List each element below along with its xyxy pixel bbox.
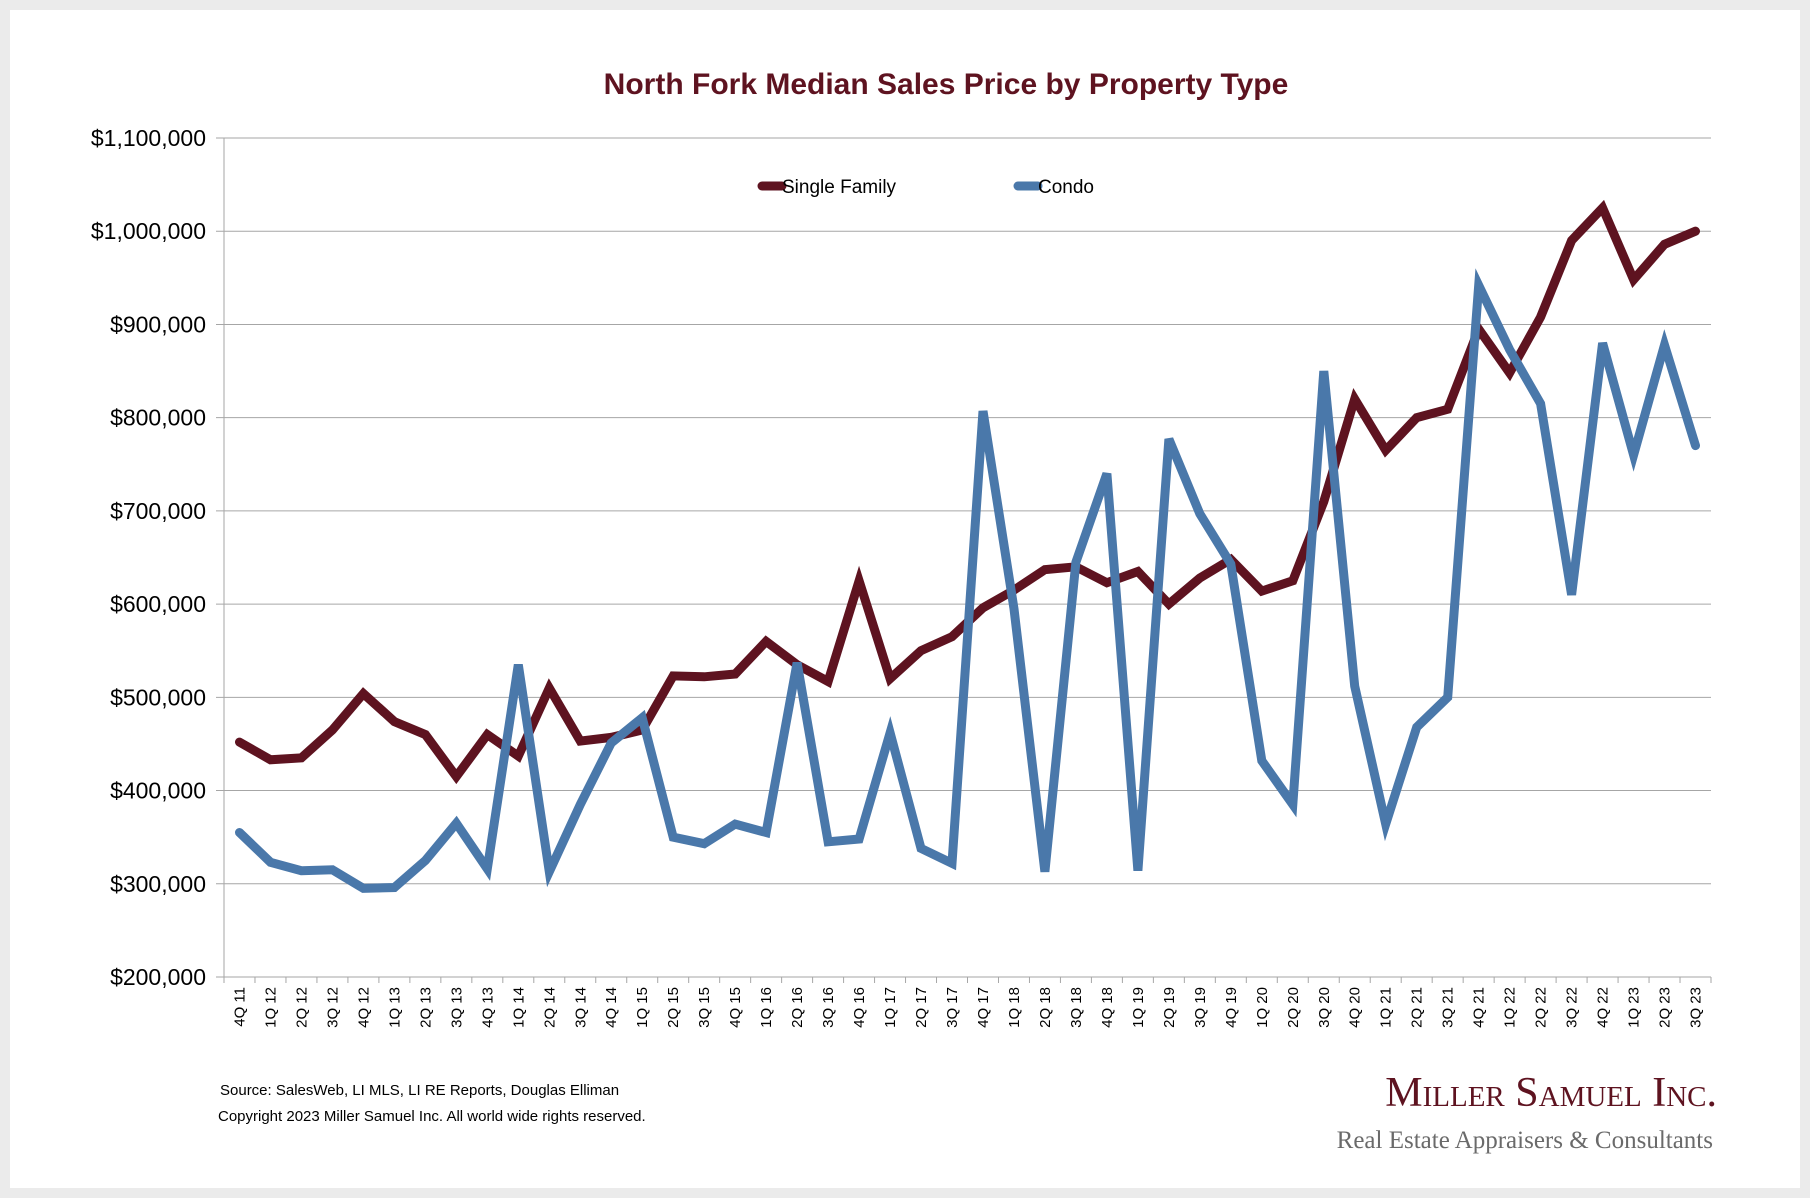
x-tick-label: 1Q 16 [758,987,775,1028]
y-tick-label: $700,000 [110,498,206,524]
x-tick-label: 4Q 17 [975,987,992,1028]
x-tick-label: 3Q 18 [1068,987,1085,1028]
x-tick-label: 2Q 18 [1037,987,1054,1028]
x-tick-label: 2Q 21 [1409,987,1426,1028]
legend: Single Family Condo [757,177,1094,198]
series-line-condo [235,268,1700,893]
y-tick-label: $200,000 [110,964,206,990]
x-axis-ticks: 4Q 11 1Q 12 2Q 12 3Q 12 4Q 12 1Q 13 2Q 13 3Q 13… [223,977,1712,1028]
x-tick-label: 4Q 14 [603,987,620,1028]
x-tick-label: 3Q 12 [324,987,341,1028]
x-tick-label: 3Q 15 [696,987,713,1028]
legend-label: Condo [1038,177,1094,198]
x-tick-label: 3Q 17 [944,987,961,1028]
x-tick-label: 3Q 22 [1564,987,1581,1028]
x-tick-label: 3Q 23 [1688,987,1705,1028]
x-tick-label: 1Q 17 [882,987,899,1028]
source-note: Source: SalesWeb, LI MLS, LI RE Reports,… [220,1082,619,1099]
series-lines [235,199,1700,893]
y-tick-label: $800,000 [110,405,206,431]
x-tick-label: 2Q 17 [913,987,930,1028]
x-tick-label: 4Q 22 [1595,987,1612,1028]
y-axis-ticks: $200,000 $300,000 $400,000 $500,000 $600,000… [91,125,206,990]
x-tick-label: 4Q 15 [727,987,744,1028]
y-tick-label: $500,000 [110,684,206,710]
x-tick-label: 2Q 19 [1161,987,1178,1028]
x-tick-label: 4Q 12 [355,987,372,1028]
x-tick-label: 1Q 21 [1378,987,1395,1028]
x-tick-label: 2Q 22 [1533,987,1550,1028]
brand-logo-tagline: Real Estate Appraisers & Consultants [1337,1127,1713,1154]
x-tick-label: 2Q 13 [417,987,434,1028]
x-tick-label: 1Q 19 [1130,987,1147,1028]
x-tick-label: 4Q 11 [231,987,248,1027]
x-tick-label: 2Q 20 [1285,987,1302,1028]
x-tick-label: 1Q 20 [1254,987,1271,1028]
x-tick-label: 4Q 13 [479,987,496,1028]
x-tick-label: 3Q 21 [1440,987,1457,1028]
y-tick-label: $400,000 [110,778,206,804]
x-tick-label: 4Q 19 [1223,987,1240,1028]
x-tick-label: 4Q 16 [851,987,868,1028]
x-tick-label: 2Q 16 [789,987,806,1028]
y-tick-label: $600,000 [110,591,206,617]
y-tick-label: $1,100,000 [91,125,206,151]
copyright-note: Copyright 2023 Miller Samuel Inc. All wo… [218,1108,646,1125]
x-tick-label: 1Q 22 [1502,987,1519,1028]
x-tick-label: 3Q 13 [448,987,465,1028]
x-tick-label: 2Q 12 [293,987,310,1028]
x-tick-label: 4Q 20 [1347,987,1364,1028]
x-tick-label: 1Q 15 [634,987,651,1028]
chart-title: North Fork Median Sales Price by Propert… [604,68,1289,101]
x-tick-label: 2Q 23 [1657,987,1674,1028]
x-tick-label: 1Q 13 [386,987,403,1028]
x-tick-label: 1Q 18 [1006,987,1023,1028]
x-tick-label: 1Q 12 [262,987,279,1028]
line-chart: North Fork Median Sales Price by Propert… [91,68,1717,1154]
x-tick-label: 3Q 14 [572,987,589,1028]
x-tick-label: 2Q 15 [665,987,682,1028]
x-tick-label: 4Q 21 [1471,987,1488,1028]
x-tick-label: 1Q 14 [510,987,527,1028]
y-tick-label: $1,000,000 [91,218,206,244]
x-tick-label: 4Q 18 [1099,987,1116,1028]
x-tick-label: 3Q 20 [1316,987,1333,1028]
brand-logo-name: Miller Samuel Inc. [1385,1070,1717,1116]
gridlines [216,137,1711,978]
x-tick-label: 1Q 23 [1626,987,1643,1028]
y-tick-label: $900,000 [110,311,206,337]
x-tick-label: 2Q 14 [541,987,558,1028]
x-tick-label: 3Q 19 [1192,987,1209,1028]
y-tick-label: $300,000 [110,871,206,897]
x-tick-label: 3Q 16 [820,987,837,1028]
legend-label: Single Family [782,177,897,198]
chart-card: North Fork Median Sales Price by Propert… [10,10,1800,1188]
